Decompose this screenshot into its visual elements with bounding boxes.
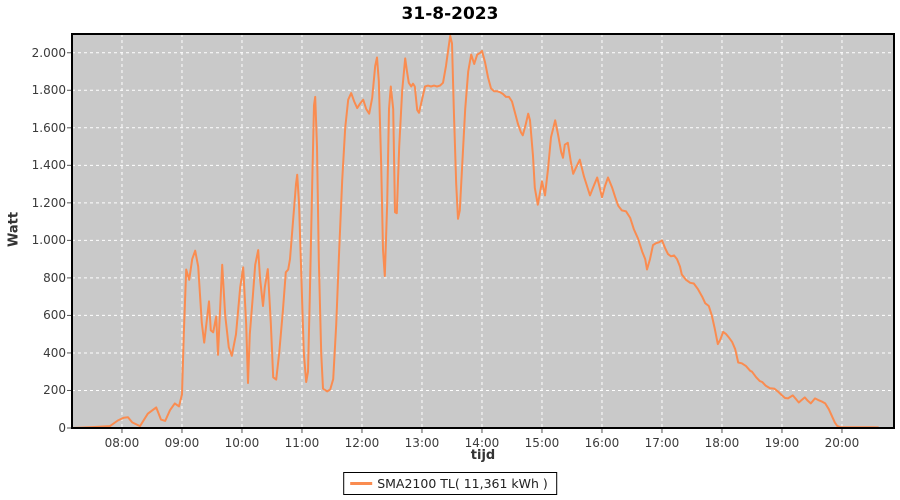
x-tick-label: 18:00	[704, 436, 740, 450]
x-tick-label: 15:00	[524, 436, 560, 450]
y-tick-label: 2.000	[31, 45, 66, 60]
y-tick-label: 1.800	[31, 83, 66, 98]
x-tick-label: 12:00	[344, 436, 380, 450]
x-axis-title: tijd	[470, 448, 496, 463]
series-line	[72, 34, 879, 428]
x-tick-label: 13:00	[404, 436, 440, 450]
plot-area	[72, 34, 894, 428]
y-tick-label: 600	[43, 308, 66, 323]
x-tick-label: 14:00	[464, 436, 500, 450]
y-tick-label: 0	[58, 421, 66, 435]
x-tick-label: 09:00	[164, 436, 200, 450]
x-tick-label: 08:00	[104, 436, 140, 450]
y-tick-label: 1.200	[31, 195, 66, 210]
series-line-swatch-icon	[350, 482, 373, 485]
chart-title: 31-8-2023	[401, 4, 499, 24]
legend: SMA2100 TL( 11,361 kWh )	[343, 472, 557, 495]
plot-border	[71, 33, 895, 429]
x-tick-label: 17:00	[644, 436, 680, 450]
x-tick-label: 20:00	[824, 436, 860, 450]
x-tick-label: 16:00	[584, 436, 620, 450]
y-tick-label: 800	[43, 270, 66, 285]
y-tick-label: 1.400	[31, 158, 66, 173]
y-tick-label: 1.000	[31, 233, 66, 248]
y-tick-label: 400	[43, 345, 66, 360]
x-tick-label: 10:00	[224, 436, 260, 450]
x-tick-label: 19:00	[764, 436, 800, 450]
x-tick-label: 11:00	[284, 436, 320, 450]
y-tick-label: 200	[43, 383, 66, 398]
y-tick-label: 1.600	[31, 120, 66, 135]
legend-series-label: SMA2100 TL( 11,361 kWh )	[377, 476, 548, 491]
